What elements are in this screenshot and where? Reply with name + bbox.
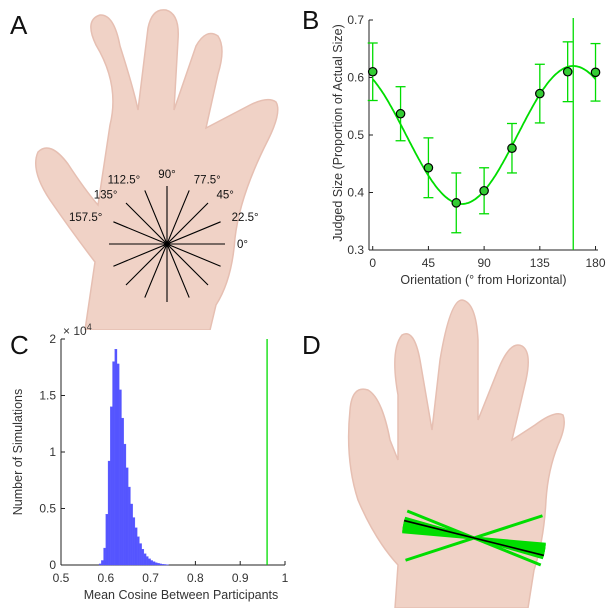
hand-fitted-lines-diagram [0,0,615,608]
